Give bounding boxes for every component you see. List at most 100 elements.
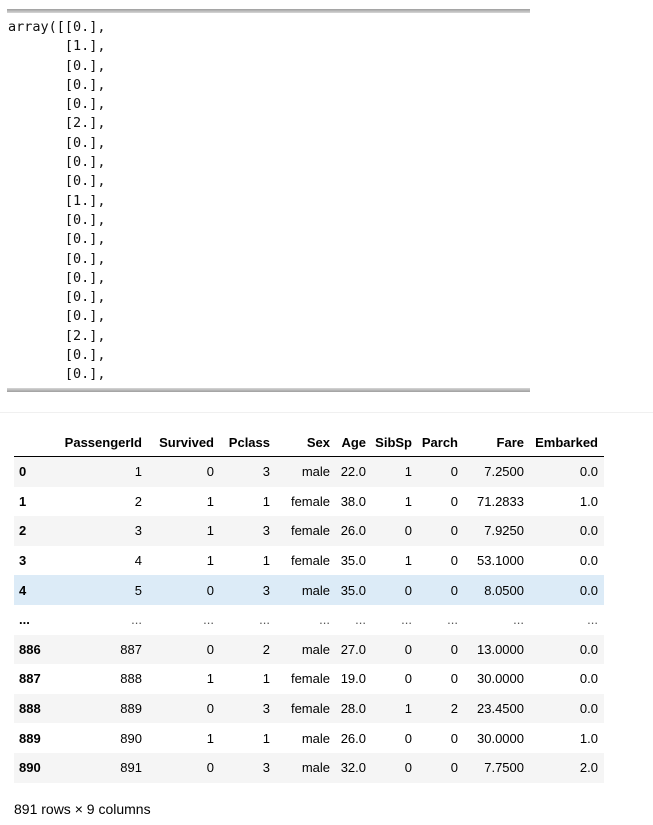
- table-cell: ...: [259, 612, 270, 628]
- index-header: [14, 428, 56, 457]
- table-row: 3 4 1 1 female 35.0 1 0 53.1000 0.0: [14, 545, 604, 576]
- table-cell: 0.0: [579, 671, 598, 687]
- table-cell: 0: [404, 671, 412, 687]
- array-line: array([[0.],: [8, 19, 106, 35]
- array-line: [1.],: [8, 38, 106, 55]
- table-cell: 0: [404, 641, 412, 657]
- table-cell: 0: [206, 464, 214, 480]
- table-row: 886 887 0 2 male 27.0 0 0 13.0000 0.0: [14, 634, 604, 665]
- table-cell: 0: [206, 641, 214, 657]
- table-cell: 30.0000: [477, 730, 524, 746]
- array-line: [0.],: [8, 134, 106, 151]
- table-cell: 0.0: [579, 553, 598, 569]
- table-cell: 1: [404, 493, 412, 509]
- table-cell: 2: [262, 641, 270, 657]
- table-cell: 1: [206, 553, 214, 569]
- array-line: [0.],: [8, 308, 106, 325]
- table-cell: 0: [404, 523, 412, 539]
- table-cell: 5: [134, 582, 142, 598]
- table-cell: 0: [450, 523, 458, 539]
- table-cell: 32.0: [340, 760, 366, 776]
- table-cell: 3: [262, 523, 270, 539]
- column-header: Parch: [418, 428, 464, 457]
- table-cell: 1: [134, 464, 142, 480]
- row-index: 888: [19, 701, 41, 717]
- table-cell: 0: [206, 701, 214, 717]
- array-line: [0.],: [8, 289, 106, 306]
- table-cell: ...: [447, 612, 458, 628]
- table-cell: 1: [206, 523, 214, 539]
- table-cell: 0: [450, 582, 458, 598]
- table-cell: ...: [131, 612, 142, 628]
- column-header: Fare: [464, 428, 530, 457]
- table-cell: 0: [404, 760, 412, 776]
- table-cell: 7.7500: [484, 760, 524, 776]
- array-line: [0.],: [8, 211, 106, 228]
- table-cell: 0.0: [579, 701, 598, 717]
- table-cell: 27.0: [340, 641, 366, 657]
- table-cell: 0: [450, 760, 458, 776]
- table-cell: 0: [450, 553, 458, 569]
- column-header: Embarked: [530, 428, 604, 457]
- array-output-cell[interactable]: array([[0.], [1.], [0.], [0.], [0.], [2.…: [7, 9, 531, 392]
- column-header: Sex: [276, 428, 336, 457]
- column-header: Age: [336, 428, 372, 457]
- column-header: PassengerId: [56, 428, 148, 457]
- row-index: 890: [19, 760, 41, 776]
- table-row: 4 5 0 3 male 35.0 0 0 8.0500 0.0: [14, 575, 604, 605]
- table-cell: 8.0500: [484, 582, 524, 598]
- table-cell: 2.0: [579, 760, 598, 776]
- table-cell: 26.0: [340, 523, 366, 539]
- table-cell: ...: [203, 612, 214, 628]
- scroll-edge-top: [7, 9, 530, 13]
- table-cell: 28.0: [340, 701, 366, 717]
- array-line: [0.],: [8, 76, 106, 93]
- row-index: 887: [19, 671, 41, 687]
- table-cell: 1.0: [579, 493, 598, 509]
- table-cell: 1: [206, 730, 214, 746]
- table-cell: 0: [450, 641, 458, 657]
- row-index: 886: [19, 641, 41, 657]
- table-cell: ...: [355, 612, 366, 628]
- array-line: [0.],: [8, 366, 106, 383]
- table-cell: 3: [134, 523, 142, 539]
- table-cell: 889: [120, 701, 142, 717]
- row-index: ...: [19, 612, 30, 628]
- table-cell: 3: [262, 760, 270, 776]
- table-cell: 2: [450, 701, 458, 717]
- ellipsis-row: ..............................: [14, 604, 604, 635]
- dataframe-output: PassengerId Survived Pclass Sex Age SibS…: [14, 428, 604, 783]
- table-cell: 26.0: [340, 730, 366, 746]
- dataframe-table: PassengerId Survived Pclass Sex Age SibS…: [14, 428, 604, 783]
- table-cell: 0: [450, 493, 458, 509]
- table-cell: 22.0: [340, 464, 366, 480]
- table-cell: 1.0: [579, 730, 598, 746]
- table-cell: 30.0000: [477, 671, 524, 687]
- table-cell: female: [290, 523, 330, 539]
- scroll-edge-bottom: [7, 388, 530, 392]
- array-line: [0.],: [8, 154, 106, 171]
- table-cell: 0: [450, 730, 458, 746]
- table-cell: 1: [262, 493, 270, 509]
- column-header: SibSp: [372, 428, 418, 457]
- table-row: 887 888 1 1 female 19.0 0 0 30.0000 0.0: [14, 664, 604, 694]
- row-index: 3: [19, 553, 27, 569]
- array-output-text: array([[0.], [1.], [0.], [0.], [0.], [2.…: [8, 18, 106, 392]
- table-cell: 7.2500: [484, 464, 524, 480]
- row-index: 0: [19, 464, 27, 480]
- table-cell: 7.9250: [484, 523, 524, 539]
- array-line: [0.],: [8, 347, 106, 364]
- column-header: Survived: [148, 428, 220, 457]
- table-cell: 0: [450, 464, 458, 480]
- table-cell: 53.1000: [477, 553, 524, 569]
- cell-divider: [0, 412, 653, 413]
- table-cell: 891: [120, 760, 142, 776]
- table-cell: male: [301, 464, 330, 480]
- table-cell: female: [290, 553, 330, 569]
- array-line: [1.],: [8, 192, 106, 209]
- table-cell: 0.0: [579, 582, 598, 598]
- table-cell: ...: [513, 612, 524, 628]
- table-cell: male: [301, 730, 330, 746]
- table-cell: 887: [120, 641, 142, 657]
- array-line: [0.],: [8, 250, 106, 267]
